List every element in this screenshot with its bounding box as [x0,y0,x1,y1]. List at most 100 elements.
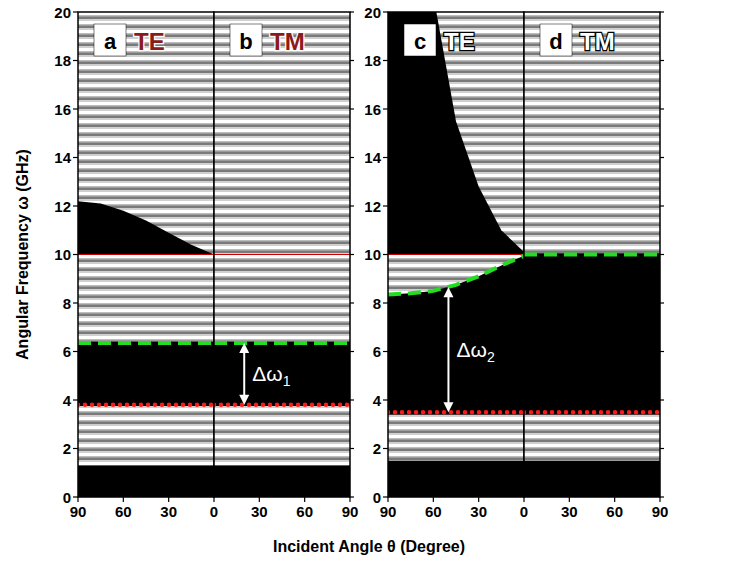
y-tick [383,448,388,449]
x-tick [123,497,124,502]
y-tick [73,108,78,109]
y-tick-label: 14 [54,149,71,166]
x-tick-label: 0 [520,503,528,520]
plot-area [388,12,524,497]
y-tick-label: 10 [364,246,381,263]
y-tick [383,351,388,352]
edge-line [388,254,524,255]
y-tick-label: 18 [54,52,71,69]
x-tick-label: 90 [70,503,87,520]
panel-label-box [540,24,572,56]
x-tick-label: 90 [652,503,669,520]
y-tick-label: 16 [54,101,71,118]
x-tick-label: 30 [561,503,578,520]
y-tick-label: 12 [54,198,71,215]
y-axis-title: Angular Frequency ω (GHz) [14,149,31,360]
y-tick [660,448,664,449]
panel-label-box [404,24,436,56]
x-tick [387,497,388,502]
y-tick-label: 4 [373,392,382,409]
gap-arrow [243,351,245,397]
x-tick-label: 30 [251,503,268,520]
y-tick-label: 0 [63,489,71,506]
y-tick-label: 6 [63,343,71,360]
edge-line [388,256,524,295]
y-tick [73,60,78,61]
panel-label-box [94,24,126,56]
y-tick [383,496,388,497]
y-tick-label: 0 [373,489,381,506]
x-tick-label: 60 [115,503,132,520]
plot-background [214,12,350,497]
y-tick [383,60,388,61]
x-tick-label: 60 [296,503,313,520]
y-tick [350,108,354,109]
y-tick-label: 2 [63,440,71,457]
plot-background [524,12,660,497]
y-tick [350,448,354,449]
arrow-head [239,395,249,405]
plot-background [388,12,524,497]
panel-label: b [239,29,252,54]
y-tick [350,302,354,303]
y-tick [383,157,388,158]
y-tick [350,399,354,400]
plot-frame [214,12,350,497]
pass-band [78,406,214,465]
gap-label: Δω1 [252,362,290,389]
x-tick-label: 0 [210,503,218,520]
x-tick-label: 60 [425,503,442,520]
plot-frame [524,12,660,497]
plot-frame [78,12,214,497]
y-tick-label: 2 [373,440,381,457]
y-tick [73,399,78,400]
x-tick [304,497,305,502]
gap-label-subscript: 2 [487,349,495,365]
y-tick [73,448,78,449]
x-tick-label: 30 [160,503,177,520]
gap-label-subscript: 1 [283,373,291,389]
panel-label-box [230,24,262,56]
x-tick-label: 90 [380,503,397,520]
gap-label: Δω2 [456,338,494,365]
y-tick [383,399,388,400]
panel-label: d [549,29,562,54]
y-tick [660,205,664,206]
panel-title: TM [270,28,305,55]
y-tick [383,11,388,12]
pass-band [78,255,214,342]
gap-label-text: Δω [456,338,486,361]
plot-area [78,12,214,497]
y-tick-label: 18 [364,52,381,69]
y-tick [73,254,78,255]
edge-line [524,253,660,257]
y-tick [660,60,664,61]
gap-arrow [447,295,449,404]
panel-label: a [104,29,117,54]
y-tick [73,496,78,497]
x-tick [349,497,350,502]
y-tick-label: 12 [364,198,381,215]
x-tick [614,497,615,502]
pass-band [388,255,524,295]
y-tick [660,496,664,497]
plot-background [78,12,214,497]
panel-title: TE [134,28,165,55]
y-tick [660,302,664,303]
x-tick [77,497,78,502]
y-tick [660,11,664,12]
y-tick [660,157,664,158]
y-tick [350,351,354,352]
y-tick [350,254,354,255]
pass-band [78,12,214,255]
plot-area [214,12,350,497]
y-tick-label: 8 [373,295,381,312]
y-tick-label: 20 [364,4,381,21]
pass-band [214,406,350,465]
edge-line [78,403,214,408]
gap-label-text: Δω [252,362,282,385]
edge-line [214,254,350,255]
y-tick [383,108,388,109]
arrow-head [239,343,249,353]
arrow-head [443,287,453,297]
